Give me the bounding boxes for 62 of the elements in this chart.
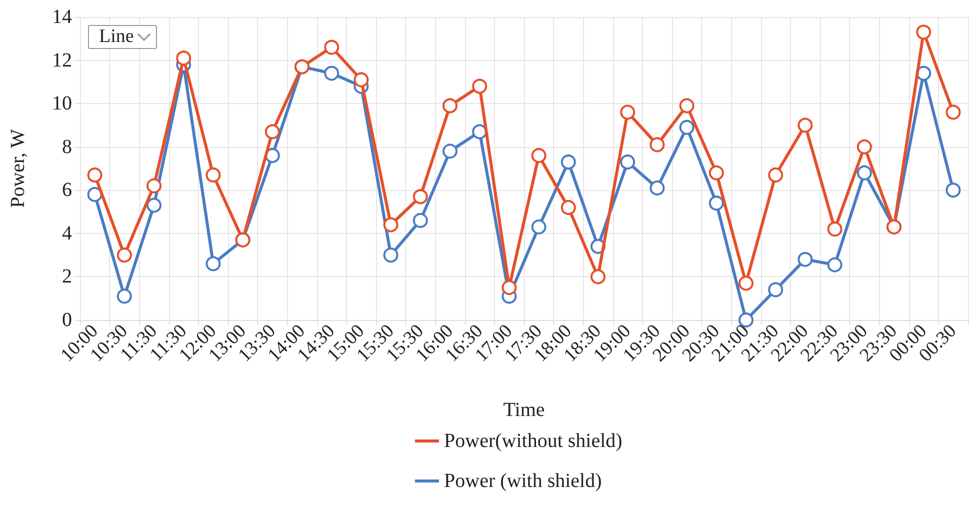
- point: [827, 222, 842, 237]
- point: [560, 200, 576, 215]
- point: [708, 165, 724, 180]
- point: [442, 144, 458, 159]
- point: [206, 167, 221, 182]
- point: [146, 198, 162, 213]
- point: [176, 50, 192, 66]
- point: [708, 196, 724, 211]
- y-tick-label: 10: [52, 92, 72, 115]
- point: [768, 167, 784, 182]
- point: [827, 257, 842, 272]
- point: [324, 66, 340, 81]
- point: [916, 24, 932, 40]
- point: [856, 139, 872, 154]
- point: [650, 180, 665, 196]
- point: [146, 178, 162, 194]
- point: [264, 124, 280, 140]
- y-tick-label: 8: [62, 136, 72, 158]
- point: [116, 288, 132, 304]
- y-tick-label: 2: [62, 266, 72, 288]
- legend-label: Power(without shield): [444, 430, 622, 452]
- point: [116, 248, 132, 263]
- point: [560, 154, 576, 170]
- y-tick-label: 4: [62, 222, 72, 244]
- dropdown-field: Line: [88, 25, 157, 49]
- y-tick-label: 6: [62, 179, 72, 202]
- point: [412, 189, 428, 204]
- y-tick-label: 14: [52, 6, 72, 28]
- point: [798, 252, 813, 267]
- point: [738, 276, 754, 291]
- point: [383, 217, 398, 232]
- point: [442, 98, 458, 114]
- y-axis-title: Power, W: [7, 128, 29, 208]
- point: [946, 104, 961, 120]
- point: [502, 280, 517, 296]
- point: [590, 269, 606, 284]
- point: [87, 167, 102, 182]
- point: [946, 182, 961, 198]
- point: [87, 186, 102, 202]
- point: [264, 148, 280, 164]
- point: [206, 256, 221, 272]
- y-tick-label: 12: [52, 49, 72, 72]
- legend-label: Power (with shield): [444, 470, 602, 492]
- point: [354, 72, 369, 88]
- point: [412, 212, 428, 228]
- point: [679, 120, 694, 135]
- point: [383, 248, 398, 263]
- point: [324, 40, 340, 55]
- point: [620, 154, 636, 170]
- annotation: Line: [99, 26, 134, 48]
- x-axis-title: Time: [503, 399, 545, 421]
- point: [650, 137, 665, 152]
- point: [472, 124, 488, 140]
- point: [531, 148, 546, 164]
- point: [531, 219, 546, 234]
- point: [620, 104, 636, 120]
- y-tick-label: 0: [62, 309, 72, 331]
- point: [856, 165, 872, 180]
- point: [768, 282, 784, 298]
- point: [472, 78, 488, 94]
- point: [798, 118, 813, 133]
- point: [679, 98, 694, 114]
